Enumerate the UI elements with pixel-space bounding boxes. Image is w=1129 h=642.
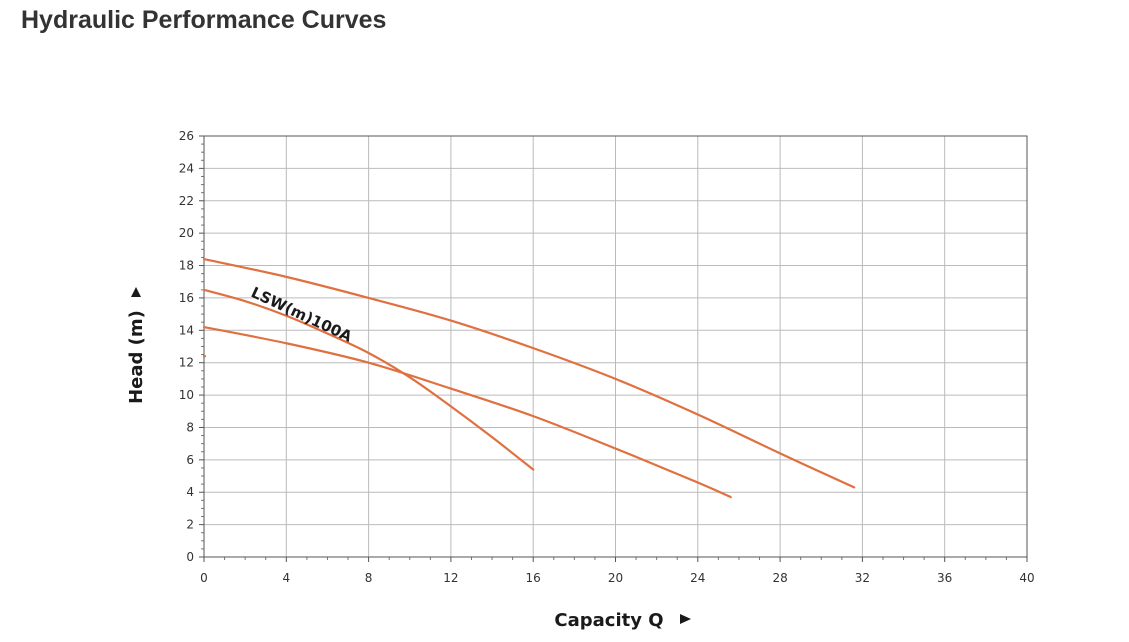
y-tick-label: 22 — [179, 194, 194, 208]
series — [202, 257, 856, 499]
y-tick-label: 18 — [179, 259, 194, 273]
y-axis-arrow-icon — [131, 287, 141, 297]
x-tick-label: 40 — [1019, 571, 1034, 585]
grid — [203, 135, 1028, 558]
x-tick-label: 20 — [608, 571, 623, 585]
x-tick-label: 24 — [690, 571, 705, 585]
y-tick-label: 10 — [179, 388, 194, 402]
x-tick-label: 12 — [443, 571, 458, 585]
x-tick-label: 28 — [772, 571, 787, 585]
series-line-curve-1 — [202, 288, 535, 471]
series-line-curve-2 — [202, 325, 732, 499]
x-tick-label: 16 — [526, 571, 541, 585]
x-axis-arrow-icon — [680, 614, 691, 624]
x-tick-label: 4 — [282, 571, 290, 585]
x-tick-label: 8 — [365, 571, 373, 585]
y-tick-label: 20 — [179, 226, 194, 240]
series-line-curve-3 — [202, 257, 856, 489]
y-tick-label: 14 — [179, 323, 194, 337]
y-tick-label: 2 — [186, 518, 194, 532]
y-tick-label: 12 — [179, 356, 194, 370]
x-tick-label: 0 — [200, 571, 208, 585]
y-tick-label: 4 — [186, 485, 194, 499]
y-tick-label: 0 — [186, 550, 194, 564]
curve-annotation: LSW(m)100A — [248, 283, 355, 346]
x-axis-title: Capacity Q — [554, 610, 663, 631]
y-tick-label: 6 — [186, 453, 194, 467]
y-tick-label: 26 — [179, 129, 194, 143]
y-tick-label: 24 — [179, 161, 194, 175]
x-tick-label: 36 — [937, 571, 952, 585]
x-axis-ticks: 0 4 8 12 16 20 24 28 32 36 40 — [200, 557, 1035, 585]
y-tick-label: 16 — [179, 291, 194, 305]
page-title: Hydraulic Performance Curves — [21, 6, 387, 34]
x-tick-label: 32 — [855, 571, 870, 585]
y-tick-label: 8 — [186, 420, 194, 434]
y-axis-title: Head (m) — [126, 310, 147, 404]
